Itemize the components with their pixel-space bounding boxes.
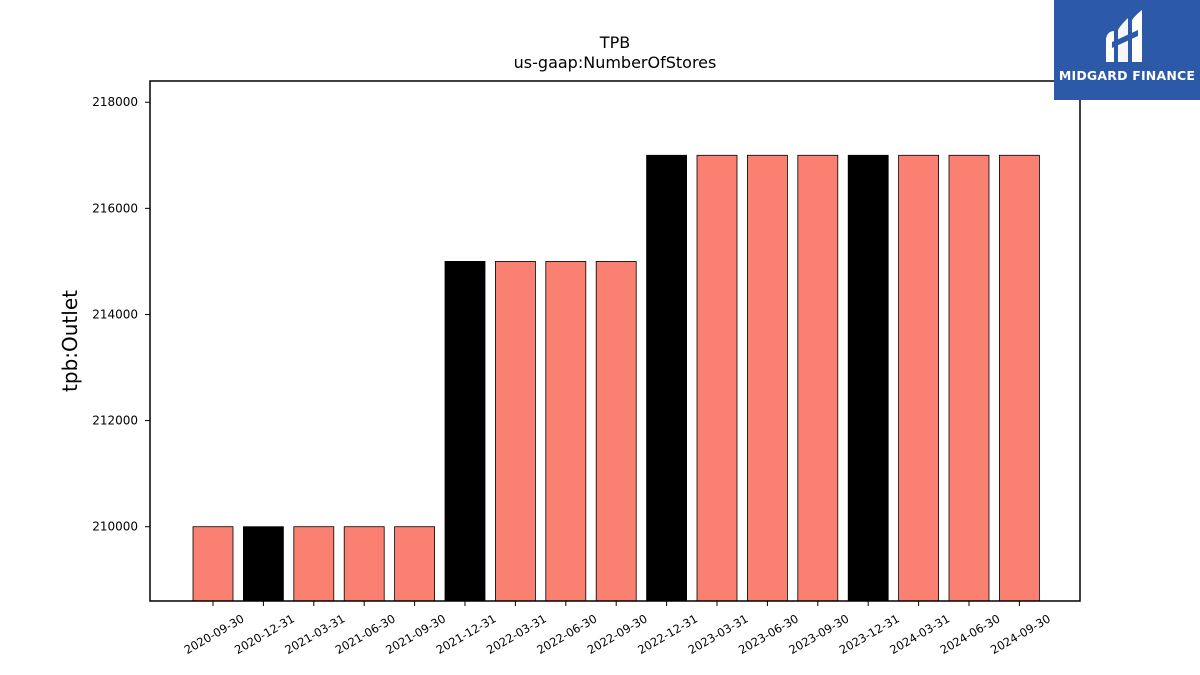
y-tick-label: 216000 — [92, 201, 138, 215]
bar — [747, 154, 788, 602]
bar — [192, 526, 234, 602]
y-tick-label: 214000 — [92, 307, 138, 321]
bar — [999, 154, 1040, 602]
bar — [797, 154, 839, 602]
logo-mark-icon — [1106, 10, 1142, 62]
x-axis-ticks: 2020-09-302020-12-312021-03-312021-06-30… — [182, 601, 1053, 657]
bar — [696, 154, 738, 602]
bar — [847, 154, 889, 602]
logo-text: MIDGARD FINANCE — [1058, 68, 1196, 83]
plot-frame — [149, 80, 1081, 602]
bar — [646, 154, 687, 602]
bars-group — [192, 154, 1040, 602]
bar — [242, 526, 284, 602]
bar — [394, 526, 436, 602]
bar — [494, 261, 536, 602]
y-tick-label: 218000 — [92, 95, 138, 109]
y-axis-label: tpb:Outlet — [58, 290, 82, 392]
y-tick-label: 210000 — [92, 520, 138, 534]
chart-subtitle: us-gaap:NumberOfStores — [514, 53, 717, 72]
bar — [293, 526, 335, 602]
bar — [343, 526, 385, 602]
y-axis-ticks: 210000 212000 214000 216000 218000 — [92, 95, 150, 534]
bar — [444, 261, 486, 602]
brand-logo: MIDGARD FINANCE — [1054, 0, 1200, 100]
bar — [948, 154, 990, 602]
bar — [898, 154, 939, 602]
bar — [545, 261, 587, 602]
chart-title: TPB — [599, 33, 630, 52]
bar — [595, 261, 637, 602]
y-tick-label: 212000 — [92, 414, 138, 428]
